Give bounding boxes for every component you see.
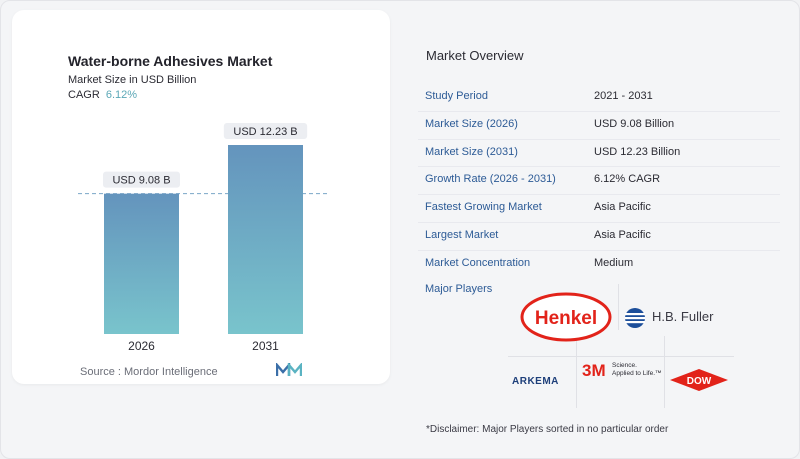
overview-row-value: Asia Pacific bbox=[594, 201, 651, 214]
dow-logo: DOW bbox=[670, 369, 728, 391]
logo-grid-h bbox=[508, 356, 734, 357]
major-players-logos: Henkel H.B. Fuller ARKEMA 3M Science. Ap… bbox=[508, 284, 734, 408]
category-label: 2026 bbox=[128, 339, 155, 353]
3m-tagline-1: Science. bbox=[612, 362, 637, 369]
bar bbox=[104, 193, 179, 334]
overview-row: Growth Rate (2026 - 2031) 6.12% CAGR bbox=[418, 167, 780, 196]
category-label: 2031 bbox=[252, 339, 279, 353]
mordor-logo-icon bbox=[276, 363, 302, 376]
3m-tagline-2: Applied to Life.™ bbox=[612, 370, 662, 377]
overview-title: Market Overview bbox=[426, 48, 524, 63]
logo-grid-v-right bbox=[664, 336, 665, 408]
data-label: USD 12.23 B bbox=[233, 126, 297, 138]
hb-fuller-logo-icon bbox=[625, 308, 645, 328]
3m-wordmark: 3M bbox=[582, 361, 606, 380]
overview-row-value: Medium bbox=[594, 256, 634, 269]
cagr-label: CAGR bbox=[68, 89, 100, 101]
chart-card bbox=[12, 10, 390, 384]
logo-grid-v-left bbox=[576, 336, 577, 408]
overview-row-label: Growth Rate (2026 - 2031) bbox=[425, 173, 556, 186]
overview-row: Market Size (2031) USD 12.23 Billion bbox=[418, 140, 780, 168]
overview-row-label: Fastest Growing Market bbox=[425, 201, 542, 214]
3m-logo: 3M Science. Applied to Life.™ bbox=[582, 361, 662, 380]
overview-row: Market Concentration Medium bbox=[418, 251, 780, 278]
hb-fuller-wordmark: H.B. Fuller bbox=[652, 309, 714, 324]
chart-title: Water-borne Adhesives Market bbox=[68, 53, 273, 69]
dow-wordmark: DOW bbox=[687, 376, 712, 387]
source-text: Source : Mordor Intelligence bbox=[80, 366, 218, 378]
bar-chart: USD 9.08 B 2026 USD 12.23 B 2031 bbox=[78, 123, 328, 353]
overview-row-label: Market Size (2026) bbox=[425, 117, 518, 130]
arkema-logo: ARKEMA bbox=[512, 376, 559, 387]
overview-row-label: Market Concentration bbox=[425, 256, 531, 269]
overview-row-value: Asia Pacific bbox=[594, 228, 651, 241]
overview-table: Study Period 2021 - 2031 Market Size (2026… bbox=[418, 84, 780, 278]
overview-row-value: USD 12.23 Billion bbox=[594, 145, 681, 158]
overview-row-label: Market Size (2031) bbox=[425, 145, 518, 158]
overview-row-value: 2021 - 2031 bbox=[594, 90, 653, 102]
data-label-bg bbox=[223, 123, 308, 139]
henkel-logo: Henkel bbox=[520, 292, 612, 342]
overview-row-label: Largest Market bbox=[425, 228, 499, 241]
data-label: USD 9.08 B bbox=[112, 175, 170, 187]
overview-row-value: USD 9.08 Billion bbox=[594, 117, 675, 130]
data-label-bg bbox=[103, 171, 180, 188]
overview-row-value: 6.12% CAGR bbox=[594, 173, 661, 186]
cagr-row: CAGR 6.12% bbox=[68, 89, 137, 101]
cagr-value: 6.12% bbox=[105, 89, 138, 101]
overview-row-label: Study Period bbox=[425, 90, 488, 102]
overview-row: Study Period 2021 - 2031 bbox=[418, 84, 780, 112]
overview-row: Largest Market Asia Pacific bbox=[418, 223, 780, 251]
major-players-label: Major Players bbox=[425, 283, 493, 295]
overview-row: Fastest Growing Market Asia Pacific bbox=[418, 195, 780, 223]
disclaimer-text: *Disclaimer: Major Players sorted in no … bbox=[426, 424, 669, 435]
henkel-wordmark: Henkel bbox=[535, 308, 597, 329]
bar bbox=[228, 145, 303, 334]
logo-grid-v-top bbox=[618, 284, 619, 330]
overview-row: Market Size (2026) USD 9.08 Billion bbox=[418, 112, 780, 140]
chart-subtitle: Market Size in USD Billion bbox=[68, 74, 197, 86]
